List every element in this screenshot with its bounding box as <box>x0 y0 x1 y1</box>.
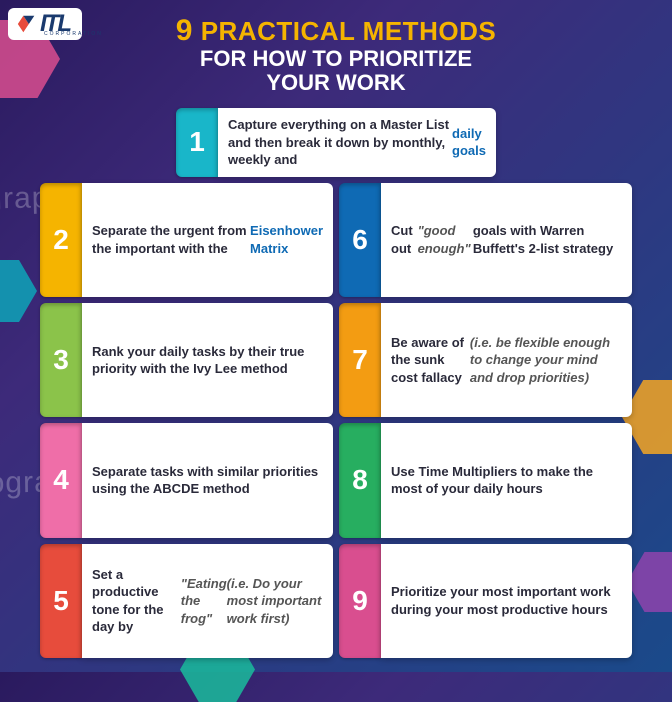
method-number: 2 <box>40 183 82 297</box>
method-text: Prioritize your most important work duri… <box>381 544 632 658</box>
title-line3: your work <box>0 70 672 96</box>
method-text: Rank your daily tasks by their true prio… <box>82 303 333 417</box>
method-card: 5 Set a productive tone for the day by "… <box>40 544 333 658</box>
method-card: 1 Capture everything on a Master List an… <box>176 108 496 177</box>
method-card: 9 Prioritize your most important work du… <box>339 544 632 658</box>
method-card: 4 Separate tasks with similar priorities… <box>40 423 333 537</box>
hex-decor <box>627 552 672 612</box>
logo-mark-icon <box>16 13 38 35</box>
method-number: 5 <box>40 544 82 658</box>
method-number: 1 <box>176 108 218 177</box>
method-text: Separate the urgent from the important w… <box>82 183 333 297</box>
method-card: 6 Cut out "good enough" goals with Warre… <box>339 183 632 297</box>
logo-subtext: CORPORATION <box>44 31 103 37</box>
method-number: 7 <box>339 303 381 417</box>
method-number: 8 <box>339 423 381 537</box>
method-text: Capture everything on a Master List and … <box>218 108 496 177</box>
title-line2: for how to prioritize <box>0 46 672 72</box>
method-text: Set a productive tone for the day by "Ea… <box>82 544 333 658</box>
method-card: 3 Rank your daily tasks by their true pr… <box>40 303 333 417</box>
methods-list: 1 Capture everything on a Master List an… <box>40 108 632 658</box>
method-card: 8 Use Time Multipliers to make the most … <box>339 423 632 537</box>
title-number: 9 <box>176 14 193 47</box>
method-number: 4 <box>40 423 82 537</box>
method-card: 2 Separate the urgent from the important… <box>40 183 333 297</box>
hex-decor <box>0 260 37 322</box>
title-practical-methods: Practical Methods <box>201 16 496 46</box>
method-number: 3 <box>40 303 82 417</box>
method-text: Be aware of the sunk cost fallacy (i.e. … <box>381 303 632 417</box>
method-text: Separate tasks with similar priorities u… <box>82 423 333 537</box>
method-number: 6 <box>339 183 381 297</box>
method-card: 7 Be aware of the sunk cost fallacy (i.e… <box>339 303 632 417</box>
method-text: Cut out "good enough" goals with Warren … <box>381 183 632 297</box>
method-number: 9 <box>339 544 381 658</box>
method-text: Use Time Multipliers to make the most of… <box>381 423 632 537</box>
page-title: 9 Practical Methods for how to prioritiz… <box>0 0 672 96</box>
brand-logo: ITL CORPORATION <box>8 8 82 40</box>
